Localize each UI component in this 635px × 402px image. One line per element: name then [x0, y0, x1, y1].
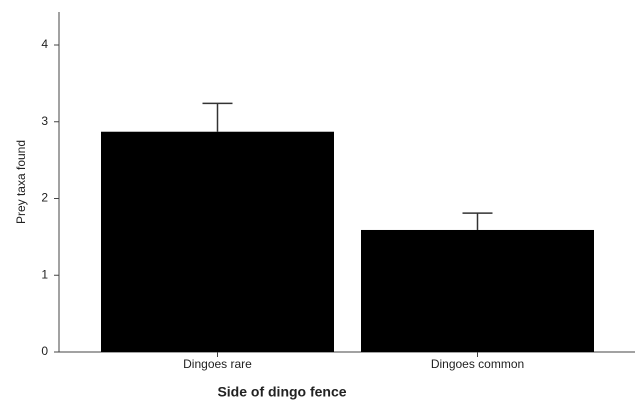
y-tick-label: 0 [41, 344, 48, 358]
bar [361, 229, 594, 352]
y-tick-label: 1 [41, 267, 48, 281]
y-tick-label: 2 [41, 191, 48, 205]
y-tick-label: 3 [41, 114, 48, 128]
y-tick-label: 4 [41, 37, 48, 51]
bar [101, 131, 334, 352]
x-axis-title: Side of dingo fence [217, 384, 346, 400]
y-axis-title: Prey taxa found [14, 140, 28, 224]
x-tick-label: Dingoes common [431, 357, 524, 371]
x-tick-label: Dingoes rare [183, 357, 252, 371]
